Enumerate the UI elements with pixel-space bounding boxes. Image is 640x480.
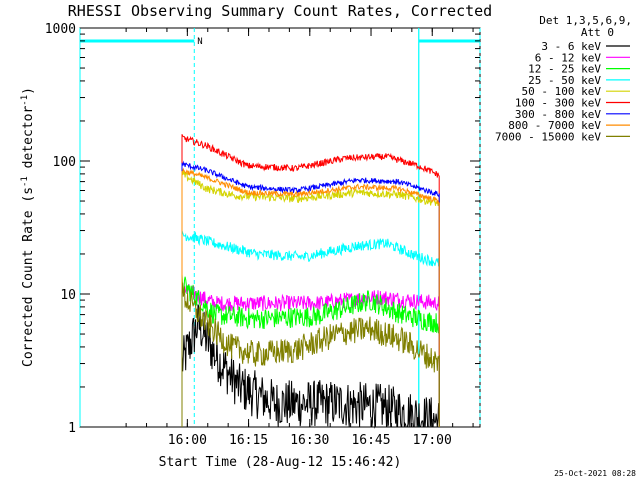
y-tick-label-0: 1 <box>68 421 76 436</box>
x-tick-label-2: 16:30 <box>290 433 329 448</box>
x-axis-label: Start Time (28-Aug-12 15:46:42) <box>159 455 402 470</box>
timestamp: 25-Oct-2021 08:28 <box>554 469 636 478</box>
chart-title: RHESSI Observing Summary Count Rates, Co… <box>68 2 492 20</box>
y-tick-label-3: 1000 <box>45 22 76 37</box>
series-line-2 <box>181 274 440 427</box>
attenuator-marker: N <box>197 37 202 47</box>
legend-header-line-1: Det 1,3,5,6,9, <box>539 14 632 27</box>
series-layer <box>181 134 440 429</box>
series-line-7 <box>181 167 440 427</box>
legend-header-line-2: Att 0 <box>581 26 614 39</box>
legend-label-3: 25 - 50 keV <box>528 74 601 87</box>
legend-label-2: 12 - 25 keV <box>528 63 601 76</box>
series-line-5 <box>181 134 440 427</box>
series-line-6 <box>181 160 440 427</box>
legend-label-8: 7000 - 15000 keV <box>495 130 601 143</box>
series-line-4 <box>181 170 440 427</box>
plot-frame <box>79 27 481 428</box>
y-tick-label-1: 10 <box>60 288 76 303</box>
legend-label-1: 6 - 12 keV <box>535 51 602 64</box>
legend-label-4: 50 - 100 keV <box>522 85 602 98</box>
legend-label-0: 3 - 6 keV <box>541 40 601 53</box>
legend-label-5: 100 - 300 keV <box>515 97 601 110</box>
x-tick-label-4: 17:00 <box>413 433 452 448</box>
y-axis-label: Corrected Count Rate (s-1 detector-1) <box>20 87 36 367</box>
legend-label-7: 800 - 7000 keV <box>508 119 601 132</box>
x-tick-label-1: 16:15 <box>229 433 268 448</box>
series-line-0 <box>181 304 440 429</box>
legend-label-6: 300 - 800 keV <box>515 108 601 121</box>
night-layer: N <box>79 28 481 427</box>
x-tick-label-0: 16:00 <box>168 433 207 448</box>
axis-layer: 16:00 16:15 16:30 16:45 17:00 1 10 100 1000 <box>45 22 480 448</box>
y-tick-label-2: 100 <box>53 155 76 170</box>
x-tick-label-3: 16:45 <box>351 433 390 448</box>
series-line-1 <box>181 282 440 427</box>
series-line-8 <box>181 282 440 427</box>
series-line-3 <box>181 230 440 427</box>
